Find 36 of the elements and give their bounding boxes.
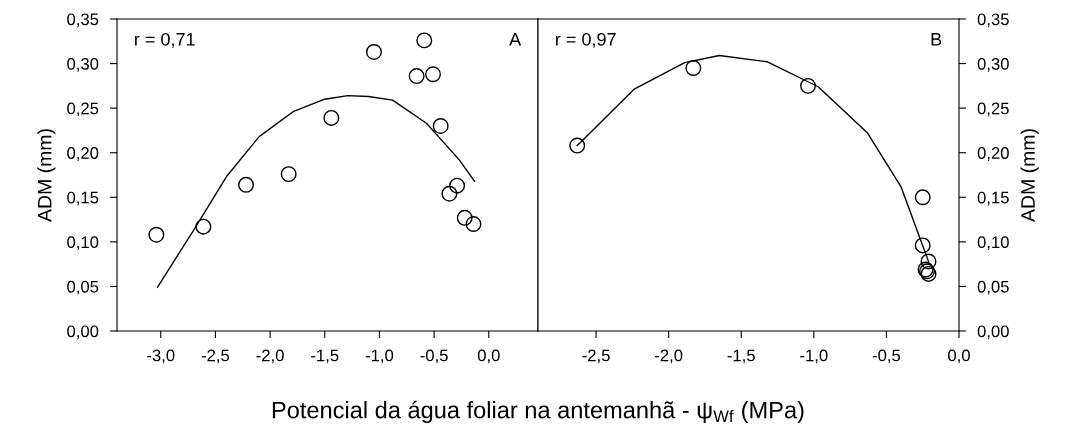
y-tick-label: 0,25: [977, 102, 1009, 117]
y-tick-label: 0,00: [977, 325, 1009, 340]
y-axis-title: ADM (mm): [1020, 129, 1039, 222]
x-tick-label: -1,5: [727, 349, 755, 364]
x-tick-label: -1,5: [311, 349, 339, 364]
y-tick-label: 0,10: [67, 236, 99, 251]
x-tick-label: -2,0: [256, 349, 284, 364]
y-tick-label: 0,20: [67, 147, 99, 161]
x-tick-label: -3,0: [147, 349, 175, 364]
annotation: r = 0,71: [135, 32, 195, 48]
y-tick-label: 0,20: [977, 147, 1009, 161]
y-tick-label: 0,05: [67, 280, 99, 295]
x-tick-label: -1,0: [365, 349, 394, 364]
x-tick-label: -2,0: [655, 349, 683, 364]
x-tick-label: -0,5: [872, 349, 901, 364]
x-tick-label: 0,0: [948, 349, 970, 364]
y-tick-label: 0,35: [977, 13, 1009, 28]
annotation: B: [931, 33, 942, 46]
annotation: r = 0,97: [556, 32, 616, 48]
x-tick-label: -2,5: [201, 349, 230, 364]
y-tick-label: 0,15: [977, 191, 1009, 206]
y-tick-label: 0,00: [67, 325, 99, 340]
x-tick-label: -2,5: [582, 349, 610, 364]
x-axis-title: Potencial da água foliar na antemanhã - ψ$_{Wf}$ (MPa): [272, 400, 804, 424]
x-tick-label: 0,0: [477, 349, 500, 364]
y-tick-label: 0,25: [67, 102, 99, 117]
y-tick-label: 0,15: [67, 191, 99, 206]
y-tick-label: 0,10: [977, 236, 1009, 251]
y-tick-label: 0,30: [977, 57, 1009, 72]
annotation: A: [509, 33, 522, 46]
x-tick-label: -1,0: [800, 349, 828, 364]
y-tick-label: 0,05: [977, 280, 1009, 295]
x-tick-label: -0,5: [420, 349, 448, 364]
y-axis-title: ADM (mm): [37, 129, 56, 222]
y-tick-label: 0,30: [67, 57, 99, 72]
y-tick-label: 0,35: [67, 13, 99, 28]
